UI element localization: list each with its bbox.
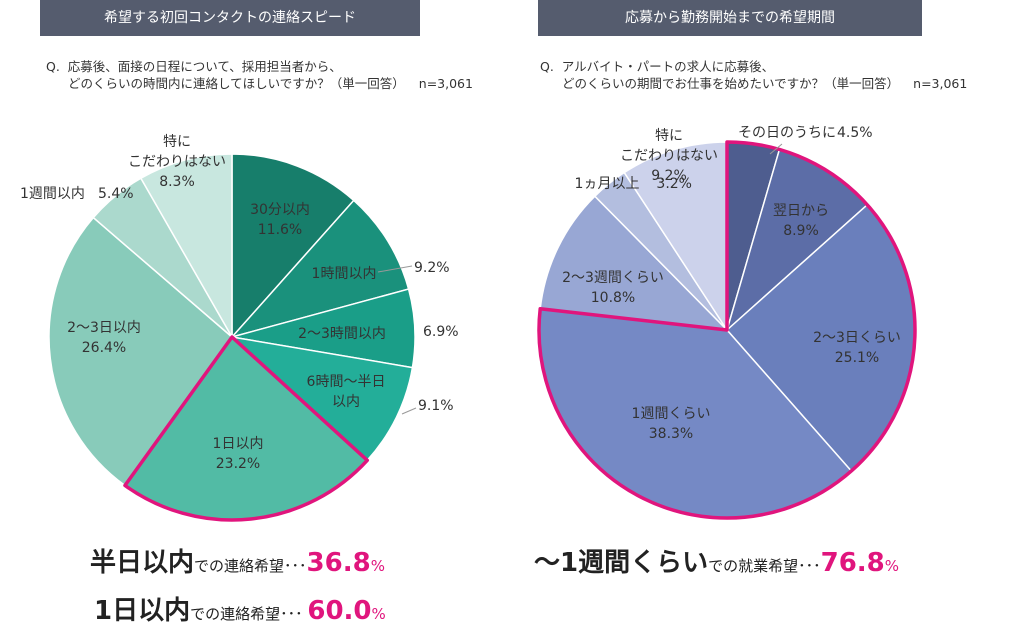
summary-text: での連絡希望･･･ [194,557,307,575]
summary-percent: 60.0 [307,596,372,626]
slice-label: 1ヵ月以上 [575,176,640,192]
pie-slice [48,216,234,487]
slice-label: 2～3日以内 26.4% [67,320,141,356]
summary-text: での連絡希望･･･ [190,605,308,623]
summary-percent: 36.8 [306,548,371,578]
pie-slice [539,195,730,331]
slice-value: 5.4% [98,186,134,202]
question-prefix: Q. [540,59,554,74]
highlight-outline [537,140,917,520]
summary-bold: 半日以内 [90,548,195,578]
summary-percent-sign: % [370,557,385,575]
panel-contact-speed: 希望する初回コンタクトの連絡スピード Q. 応募後、面接の日程について、採用担当… [20,0,501,627]
question-line1: アルバイト・パートの求人に応募後、 [561,59,775,74]
summary-half-day: 半日以内での連絡希望･･･36.8% [90,542,385,579]
pie-chart-start-period: その日のうちに 4.5% 翌日から 8.9% 2～3日くらい 25.1% 1週間くらい 38.… [537,125,917,520]
pie-slice [229,335,414,462]
slice-label: 特にこだわりはない 9.2% [620,128,718,184]
slice-label: 翌日から 8.9% [773,203,829,239]
pie-slice [231,153,355,339]
slice-label: 30分以内 11.6% [250,202,310,238]
slice-label: 2～3日くらい 25.1% [813,330,901,366]
slice-label: 2～3時間以内 [298,326,386,342]
slice-value: 6.9% [423,324,459,340]
sample-size: n=3,061 [418,76,473,91]
leader-line [401,407,417,415]
summary-text: での就業希望･･･ [708,557,821,575]
panel-header: 応募から勤務開始までの希望期間 [538,0,922,36]
summary-bold: ～1週間くらい [534,548,709,578]
slice-value: 9.1% [418,398,454,414]
sample-size: n=3,061 [913,76,968,91]
question-text: Q. 応募後、面接の日程について、採用担当者から、 どのくらいの時間内に連絡して… [46,58,501,92]
leader-line [377,265,413,273]
pie-slice [623,141,728,333]
panel-start-period: 応募から勤務開始までの希望期間 Q. アルバイト・パートの求人に応募後、 どのく… [512,0,1024,637]
summary-percent-sign: % [371,605,386,623]
question-line2: どのくらいの期間でお仕事を始めたいですか？（単一回答） [562,76,900,91]
slice-value: 4.5% [837,125,873,141]
summary-percent-sign: % [884,557,900,575]
question-text: Q. アルバイト・パートの求人に応募後、 どのくらいの期間でお仕事を始めたいです… [540,58,1010,92]
question-line2: どのくらいの時間内に連絡してほしいですか？（単一回答） [68,76,405,91]
slice-label: 1日以内 23.2% [213,436,264,472]
pie-chart-contact-speed: 30分以内 11.6% 1時間以内 9.2% 2～3時間以内 6.9% 6時間～半日以内 9.… [20,134,459,522]
slice-label: 1週間以内 [20,186,85,202]
summary-one-day: 1日以内での連絡希望･･･ 60.0% [94,590,386,627]
slice-label: 2～3週間くらい 10.8% [562,270,664,306]
pie-slice [229,199,410,339]
leader-line [769,143,783,155]
summary-bold: 1日以内 [94,596,191,626]
slice-label: 6時間～半日以内 [307,374,386,410]
question-prefix: Q. [46,59,60,74]
slice-value: 3.2% [656,176,692,192]
pie-slice [139,153,233,340]
slice-label: 1週間くらい 38.3% [632,406,711,442]
slice-value: 9.2% [414,260,450,276]
slice-label: その日のうちに [738,125,836,141]
summary-percent: 76.8 [820,548,885,578]
slice-label: 特にこだわりはない 8.3% [128,134,226,190]
panel-header: 希望する初回コンタクトの連絡スピード [40,0,420,36]
highlight-outline [123,335,369,522]
slice-label: 1時間以内 [312,266,377,282]
question-line1: 応募後、面接の日程について、採用担当者から、 [67,59,342,74]
summary-within-week: ～1週間くらいでの就業希望･･･76.8% [534,542,899,579]
